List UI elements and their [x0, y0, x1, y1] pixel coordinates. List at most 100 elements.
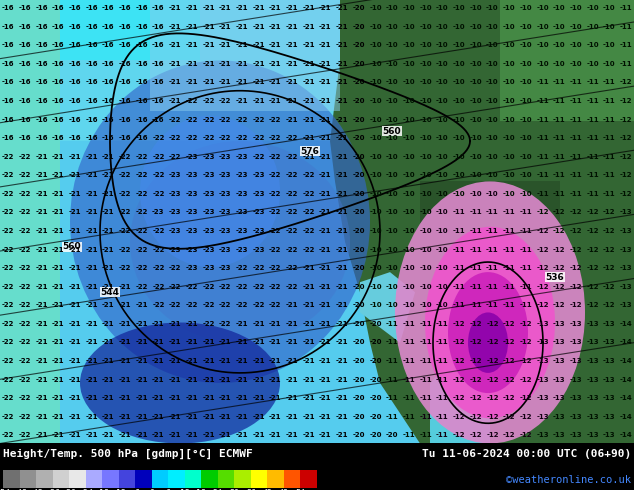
Text: -22: -22: [18, 302, 31, 308]
Text: -16: -16: [136, 42, 148, 48]
Text: -20: -20: [353, 172, 365, 178]
Text: -11: -11: [453, 265, 465, 271]
Text: -21: -21: [236, 61, 248, 67]
Text: -21: -21: [35, 191, 48, 197]
Text: -20: -20: [386, 432, 398, 439]
Text: -12: -12: [519, 377, 532, 383]
Text: -23: -23: [202, 246, 215, 252]
Text: 24: 24: [213, 489, 223, 490]
Text: -10: -10: [503, 24, 515, 29]
Text: -21: -21: [102, 265, 115, 271]
Text: -16: -16: [2, 24, 14, 29]
Text: -21: -21: [269, 61, 281, 67]
Text: -12: -12: [586, 246, 599, 252]
Text: -22: -22: [169, 154, 181, 160]
Text: -20: -20: [369, 377, 382, 383]
Text: -23: -23: [186, 246, 198, 252]
Text: -12: -12: [603, 302, 616, 308]
Text: -16: -16: [68, 79, 81, 85]
Text: -21: -21: [186, 414, 198, 420]
Text: -21: -21: [336, 432, 348, 439]
Text: -11: -11: [403, 358, 415, 364]
Text: -12: -12: [112, 489, 126, 490]
Text: -22: -22: [119, 228, 131, 234]
Text: -21: -21: [169, 377, 181, 383]
Text: -20: -20: [353, 98, 365, 104]
Text: -16: -16: [68, 5, 81, 11]
Text: -21: -21: [269, 42, 281, 48]
Text: -21: -21: [186, 395, 198, 401]
Text: -21: -21: [202, 42, 215, 48]
Text: -10: -10: [403, 79, 415, 85]
Text: -13: -13: [569, 395, 582, 401]
Text: -16: -16: [18, 5, 31, 11]
Text: -11: -11: [553, 191, 566, 197]
Text: -21: -21: [219, 61, 231, 67]
Text: -22: -22: [18, 172, 31, 178]
Text: -11: -11: [603, 79, 616, 85]
Bar: [135, 470, 152, 488]
Text: -21: -21: [186, 42, 198, 48]
Polygon shape: [430, 363, 490, 443]
Text: -11: -11: [503, 209, 515, 216]
Text: -21: -21: [68, 284, 81, 290]
Text: -21: -21: [68, 302, 81, 308]
Text: -21: -21: [302, 377, 315, 383]
Text: -21: -21: [302, 414, 315, 420]
Text: -20: -20: [353, 24, 365, 29]
Text: -10: -10: [403, 302, 415, 308]
Text: 48: 48: [279, 489, 289, 490]
Text: -10: -10: [369, 172, 382, 178]
Text: -10: -10: [586, 24, 599, 29]
Text: -21: -21: [52, 284, 65, 290]
Text: -10: -10: [486, 172, 499, 178]
Text: -11: -11: [486, 209, 499, 216]
Text: -21: -21: [252, 395, 265, 401]
Text: -10: -10: [386, 302, 399, 308]
Text: -10: -10: [453, 61, 465, 67]
Text: -10: -10: [403, 191, 415, 197]
Text: -22: -22: [18, 358, 31, 364]
Text: -11: -11: [536, 191, 549, 197]
Text: -13: -13: [603, 358, 616, 364]
Text: -12: -12: [519, 395, 532, 401]
Text: -21: -21: [319, 265, 332, 271]
Text: -10: -10: [486, 24, 499, 29]
Text: -22: -22: [18, 432, 31, 439]
Text: -16: -16: [52, 98, 65, 104]
Text: -22: -22: [286, 191, 298, 197]
Text: -20: -20: [353, 79, 365, 85]
Text: -23: -23: [219, 154, 231, 160]
Text: -21: -21: [136, 432, 148, 439]
Text: -21: -21: [269, 358, 281, 364]
Text: -22: -22: [202, 284, 215, 290]
Text: -23: -23: [236, 191, 248, 197]
Text: -22: -22: [18, 340, 31, 345]
Text: -36: -36: [45, 489, 60, 490]
Text: -23: -23: [219, 228, 231, 234]
Text: -16: -16: [85, 98, 98, 104]
Text: -12: -12: [603, 209, 616, 216]
Text: -16: -16: [119, 42, 131, 48]
Text: -10: -10: [386, 246, 399, 252]
Text: -21: -21: [302, 154, 315, 160]
Text: -11: -11: [569, 154, 582, 160]
Text: -21: -21: [52, 209, 65, 216]
Text: -16: -16: [102, 42, 115, 48]
Text: -11: -11: [436, 321, 449, 327]
Text: -21: -21: [336, 79, 348, 85]
Text: -10: -10: [436, 61, 449, 67]
Text: -12: -12: [620, 117, 632, 122]
Text: -21: -21: [85, 284, 98, 290]
Text: -22: -22: [136, 172, 148, 178]
Text: -16: -16: [52, 117, 65, 122]
Text: -12: -12: [553, 284, 566, 290]
Polygon shape: [420, 181, 560, 343]
Text: -21: -21: [136, 340, 148, 345]
Text: -12: -12: [469, 377, 482, 383]
Text: -16: -16: [136, 79, 148, 85]
Text: -14: -14: [619, 358, 632, 364]
Text: -21: -21: [68, 209, 81, 216]
Text: -21: -21: [186, 321, 198, 327]
Text: -11: -11: [519, 246, 532, 252]
